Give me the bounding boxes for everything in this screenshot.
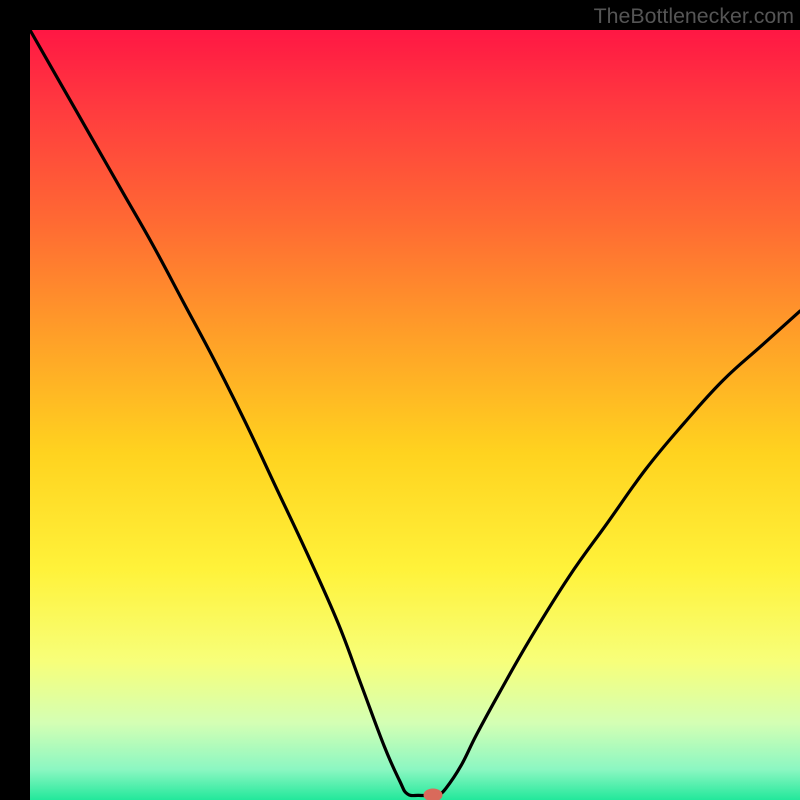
bottleneck-curve <box>0 0 800 800</box>
watermark: TheBottlenecker.com <box>594 4 794 29</box>
optimal-point-marker <box>423 788 442 800</box>
